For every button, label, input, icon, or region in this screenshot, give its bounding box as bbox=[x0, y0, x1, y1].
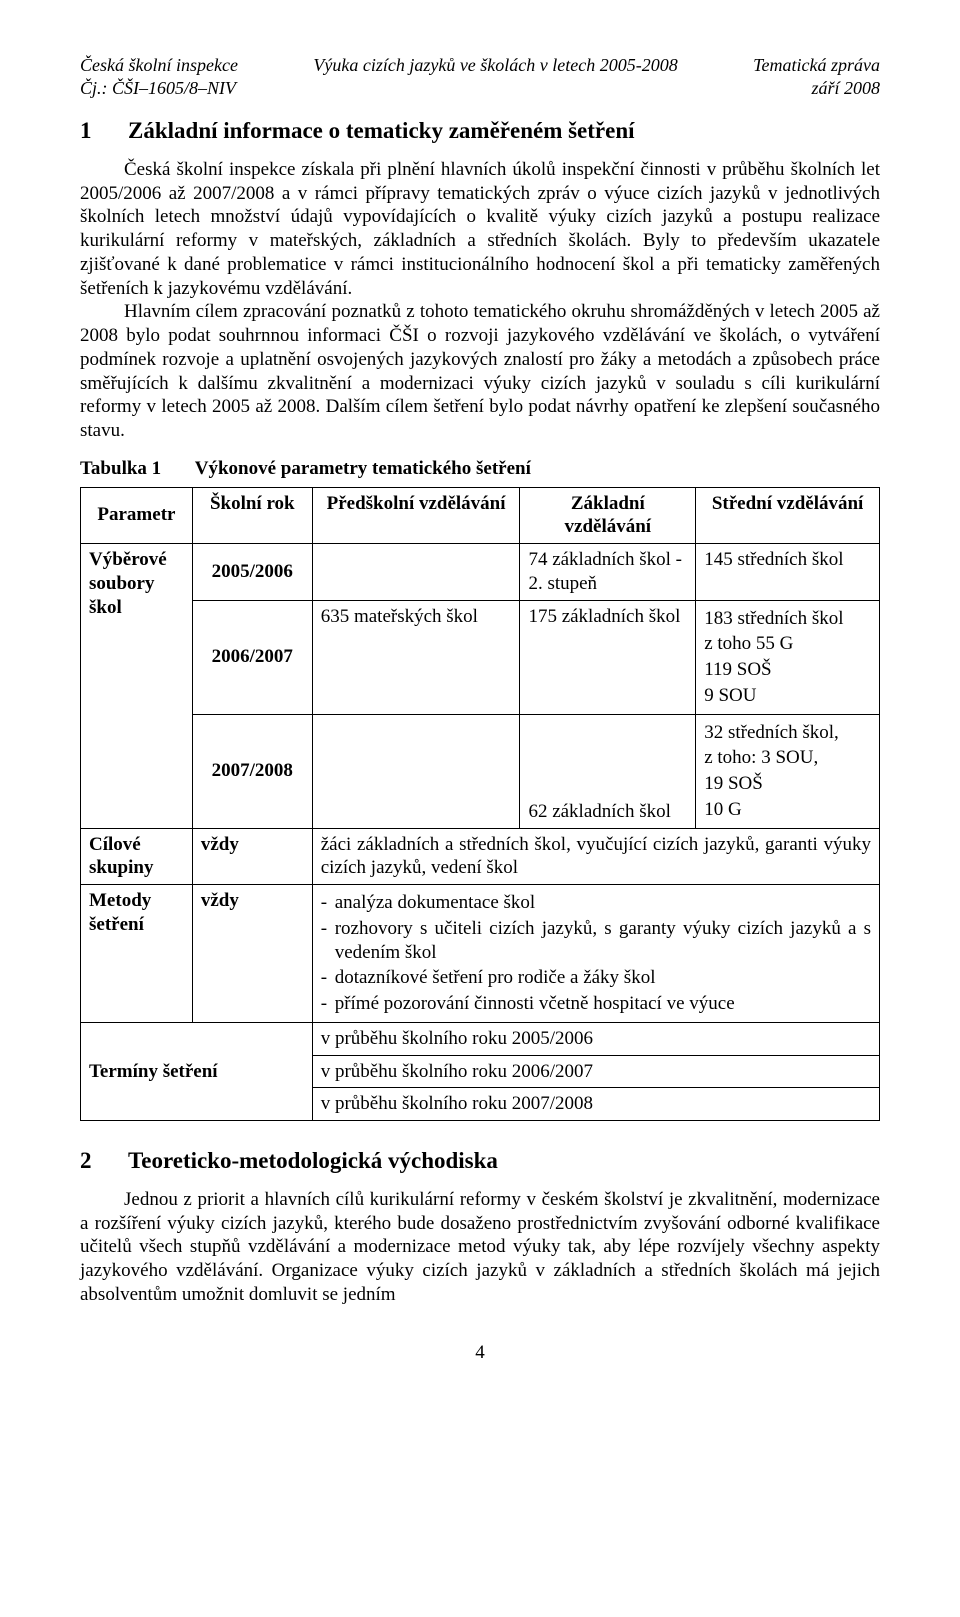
method-item-1: analýza dokumentace škol bbox=[321, 891, 871, 915]
cell-year-2005: 2005/2006 bbox=[192, 544, 312, 601]
header-left-1: Česká školní inspekce bbox=[80, 54, 238, 77]
cell-r1-basic: 74 základních škol - 2. stupeň bbox=[520, 544, 696, 601]
th-predskolni: Předškolní vzdělávání bbox=[312, 487, 520, 544]
section-2-para-1: Jednou z priorit a hlavních cílů kurikul… bbox=[80, 1188, 880, 1307]
cell-r3-sec: 32 středních škol, z toho: 3 SOU, 19 SOŠ… bbox=[696, 714, 880, 828]
cell-terminy-t2: v průběhu školního roku 2006/2007 bbox=[312, 1055, 879, 1088]
header-left-2: Čj.: ČŠI–1605/8–NIV bbox=[80, 77, 236, 100]
cell-cilove-text: žáci základních a středních škol, vyučuj… bbox=[312, 828, 879, 885]
cell-r3-sec-line3: 19 SOŠ bbox=[704, 772, 871, 796]
cell-cilove-label: Cílové skupiny bbox=[81, 828, 193, 885]
cell-terminy-t1: v průběhu školního roku 2005/2006 bbox=[312, 1022, 879, 1055]
section-2-title: Teoreticko-metodologická východiska bbox=[128, 1148, 498, 1173]
cell-terminy-label: Termíny šetření bbox=[81, 1022, 313, 1120]
row-vyberove-2007: 2007/2008 62 základních škol 32 středníc… bbox=[81, 714, 880, 828]
header-row-1: Česká školní inspekce Výuka cizích jazyk… bbox=[80, 54, 880, 77]
row-cilove: Cílové skupiny vždy žáci základních a st… bbox=[81, 828, 880, 885]
parameters-table: Parametr Školní rok Předškolní vzděláván… bbox=[80, 487, 880, 1122]
cell-metody-list: analýza dokumentace škol rozhovory s uči… bbox=[312, 885, 879, 1023]
header-right-2: září 2008 bbox=[811, 77, 880, 100]
cell-r2-pre: 635 mateřských škol bbox=[312, 600, 520, 714]
cell-r2-sec-line4: 9 SOU bbox=[704, 684, 871, 708]
cell-r3-pre bbox=[312, 714, 520, 828]
cell-r3-sec-line2: z toho: 3 SOU, bbox=[704, 746, 871, 770]
method-item-2: rozhovory s učiteli cizích jazyků, s gar… bbox=[321, 917, 871, 965]
page: Česká školní inspekce Výuka cizích jazyk… bbox=[0, 0, 960, 1404]
cell-vyberove-label: Výběrové soubory škol bbox=[81, 544, 193, 829]
cell-year-2006: 2006/2007 bbox=[192, 600, 312, 714]
method-item-3: dotazníkové šetření pro rodiče a žáky šk… bbox=[321, 966, 871, 990]
method-item-4: přímé pozorování činnosti včetně hospita… bbox=[321, 992, 871, 1016]
th-parametr: Parametr bbox=[81, 487, 193, 544]
section-1-title: Základní informace o tematicky zaměřeném… bbox=[128, 118, 635, 143]
section-1-number: 1 bbox=[80, 117, 128, 146]
th-zakladni: Základní vzdělávání bbox=[520, 487, 696, 544]
row-terminy-1: Termíny šetření v průběhu školního roku … bbox=[81, 1022, 880, 1055]
cell-metody-label: Metody šetření bbox=[81, 885, 193, 1023]
table-1-caption: Tabulka 1 Výkonové parametry tematického… bbox=[80, 457, 880, 481]
row-vyberove-2006: 2006/2007 635 mateřských škol 175 základ… bbox=[81, 600, 880, 714]
cell-r3-sec-line4: 10 G bbox=[704, 798, 871, 822]
th-skolni-rok: Školní rok bbox=[192, 487, 312, 544]
cell-cilove-year: vždy bbox=[192, 828, 312, 885]
cell-r1-pre bbox=[312, 544, 520, 601]
cell-r3-sec-line1: 32 středních škol, bbox=[704, 721, 871, 745]
row-vyberove-2005: Výběrové soubory škol 2005/2006 74 zákla… bbox=[81, 544, 880, 601]
methods-list: analýza dokumentace škol rozhovory s uči… bbox=[321, 891, 871, 1016]
cell-r2-sec-line3: 119 SOŠ bbox=[704, 658, 871, 682]
header-row-2: Čj.: ČŠI–1605/8–NIV září 2008 bbox=[80, 77, 880, 100]
cell-r2-sec-line1: 183 středních škol bbox=[704, 607, 871, 631]
cell-r2-basic: 175 základních škol bbox=[520, 600, 696, 714]
header-center: Výuka cizích jazyků ve školách v letech … bbox=[238, 54, 753, 77]
section-1-para-1: Česká školní inspekce získala při plnění… bbox=[80, 158, 880, 301]
cell-r1-sec: 145 středních škol bbox=[696, 544, 880, 601]
cell-r2-sec: 183 středních škol z toho 55 G 119 SOŠ 9… bbox=[696, 600, 880, 714]
cell-r2-sec-line2: z toho 55 G bbox=[704, 632, 871, 656]
table-1-title: Výkonové parametry tematického šetření bbox=[195, 458, 531, 479]
cell-r3-basic: 62 základních škol bbox=[520, 714, 696, 828]
cell-metody-year: vždy bbox=[192, 885, 312, 1023]
cell-terminy-t3: v průběhu školního roku 2007/2008 bbox=[312, 1088, 879, 1121]
section-1-heading: 1Základní informace o tematicky zaměřené… bbox=[80, 117, 880, 146]
section-1-para-2: Hlavním cílem zpracování poznatků z toho… bbox=[80, 300, 880, 443]
cell-year-2007: 2007/2008 bbox=[192, 714, 312, 828]
section-2-number: 2 bbox=[80, 1147, 128, 1176]
th-stredni: Střední vzdělávání bbox=[696, 487, 880, 544]
page-number: 4 bbox=[80, 1341, 880, 1365]
header-right-1: Tematická zpráva bbox=[753, 54, 880, 77]
section-2-heading: 2Teoreticko-metodologická východiska bbox=[80, 1147, 880, 1176]
table-header-row: Parametr Školní rok Předškolní vzděláván… bbox=[81, 487, 880, 544]
table-1-label: Tabulka 1 bbox=[80, 457, 190, 481]
